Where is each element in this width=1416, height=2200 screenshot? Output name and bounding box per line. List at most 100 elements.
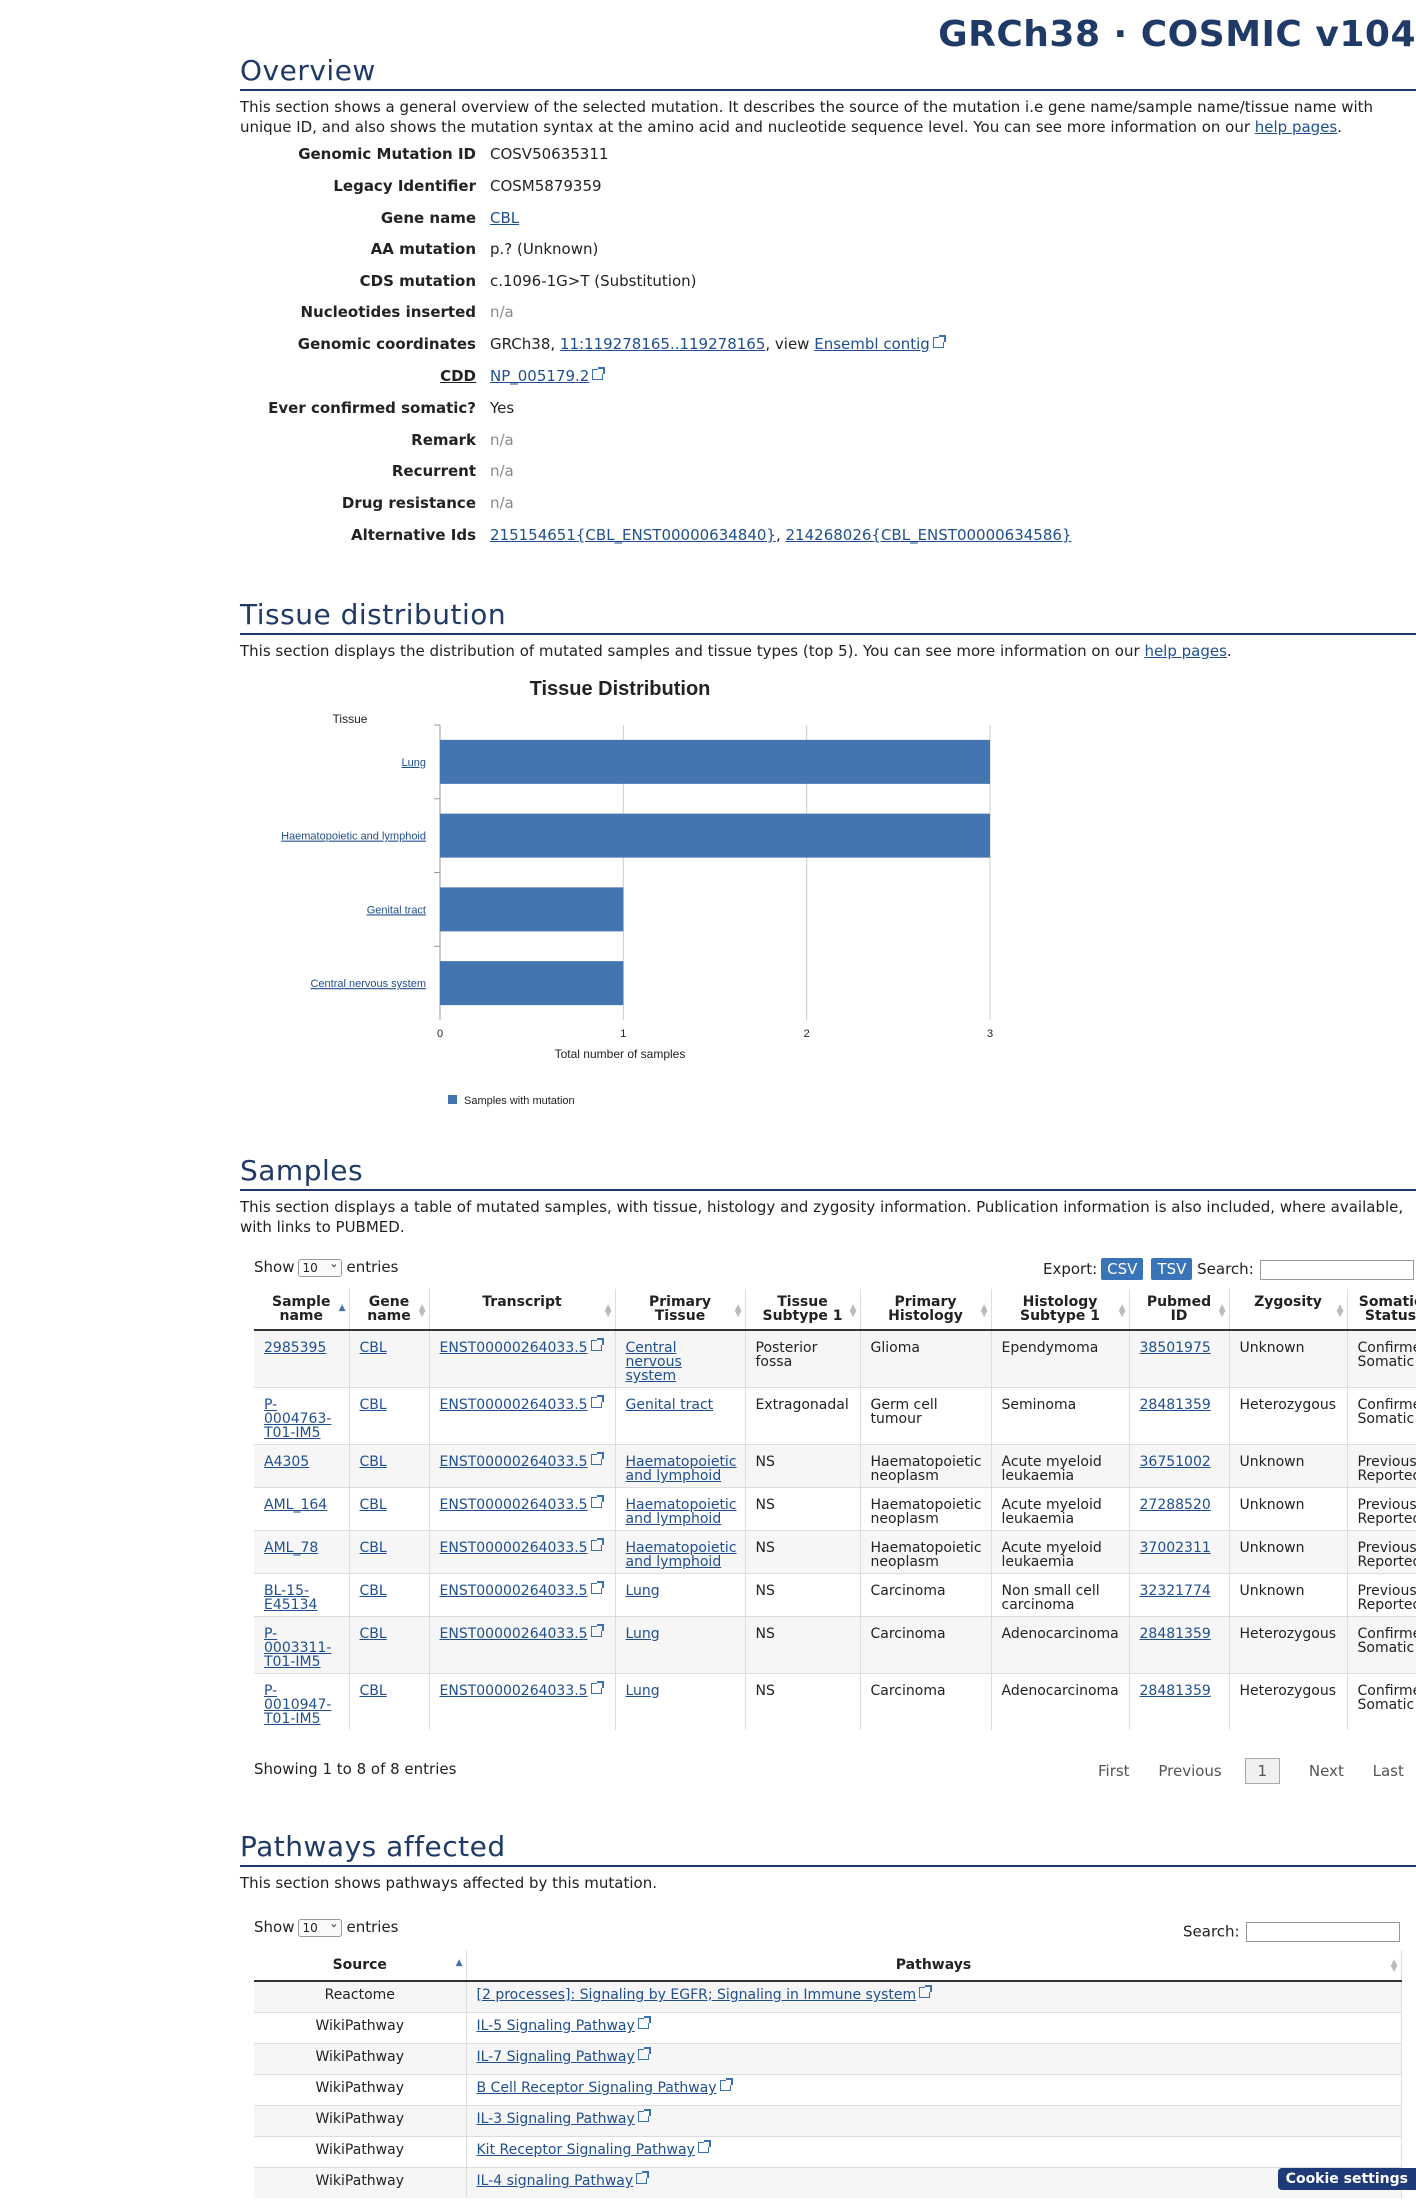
alt-id-link-1[interactable]: 215154651{CBL_ENST00000634840} [490,526,776,544]
gene-link[interactable]: CBL [359,1583,387,1599]
coords-link[interactable]: 11:119278165..119278165 [559,335,766,353]
export-tsv-button[interactable]: TSV [1151,1258,1193,1280]
pathways-section: Pathways affected This section shows pat… [240,1830,1416,1893]
cell-text: Heterozygous [1239,1397,1337,1413]
samples-col-header[interactable]: Gene name ▲ ▼ [349,1289,430,1331]
samples-col-header[interactable]: Primary Histology ▲ ▼ [860,1289,992,1331]
alt-id-separator: , [775,526,786,544]
tissue-link[interactable]: Haematopoietic and lymphoid [625,1497,737,1527]
pubmed-link[interactable]: 37002311 [1139,1540,1211,1556]
help-pages-link[interactable]: help pages [1144,642,1227,660]
tissue-link[interactable]: Lung [625,1683,660,1699]
sample-link[interactable]: AML_164 [264,1497,328,1513]
pager-page-1[interactable]: 1 [1244,1758,1281,1784]
sample-link[interactable]: P-0010947-T01-IM5 [264,1683,332,1727]
samples-length-select[interactable]: 10 [298,1256,343,1277]
cell-text: Seminoma [1001,1397,1077,1413]
pubmed-link[interactable]: 32321774 [1139,1583,1211,1599]
pathways-search-input[interactable] [1245,1922,1400,1942]
sample-link[interactable]: P-0003311-T01-IM5 [264,1626,332,1670]
ensembl-contig-link[interactable]: Ensembl contig [814,335,930,353]
sample-link[interactable]: P-0004763-T01-IM5 [264,1397,332,1441]
sample-link[interactable]: A4305 [264,1454,310,1470]
transcript-link[interactable]: ENST00000264033.5 [439,1626,588,1642]
pager-next[interactable]: Next [1308,1762,1344,1780]
table-cell: Previously Reported [1347,1573,1416,1617]
cdd-link[interactable]: NP_005179.2 [490,367,590,385]
pathways-length-select[interactable]: 10 [298,1916,343,1937]
tissue-link[interactable]: Haematopoietic and lymphoid [625,1454,737,1484]
alt-id-link-2[interactable]: 214268026{CBL_ENST00000634586} [785,526,1072,544]
gene-link[interactable]: CBL [359,1497,387,1513]
external-link-icon [590,1338,604,1351]
export-csv-button[interactable]: CSV [1101,1258,1144,1280]
samples-length-control: Show10entries [254,1256,398,1277]
transcript-link[interactable]: ENST00000264033.5 [439,1583,588,1599]
sort-arrows-icon: ▲ ▼ [604,1303,612,1319]
tissue-category-link[interactable]: Genital tract [367,904,426,916]
tissue-link[interactable]: Genital tract [625,1397,714,1413]
pager-last[interactable]: Last [1372,1762,1404,1780]
transcript-link[interactable]: ENST00000264033.5 [439,1497,588,1513]
pubmed-link[interactable]: 28481359 [1139,1626,1211,1642]
transcript-link[interactable]: ENST00000264033.5 [439,1340,588,1356]
gene-link[interactable]: CBL [359,1454,387,1470]
samples-search-input[interactable] [1259,1259,1414,1280]
samples-col-header[interactable]: Tissue Subtype 1 ▲ ▼ [745,1289,861,1331]
pubmed-link[interactable]: 28481359 [1139,1397,1211,1413]
tissue-category-link[interactable]: Haematopoietic and lymphoid [281,831,426,843]
tissue-link[interactable]: Haematopoietic and lymphoid [625,1540,737,1570]
tissue-link[interactable]: Lung [625,1583,660,1599]
pubmed-link[interactable]: 28481359 [1139,1683,1211,1699]
samples-col-header[interactable]: Somatic Status▲▼ [1347,1289,1416,1331]
pathway-link[interactable]: IL-4 signaling Pathway [476,2173,634,2189]
sample-link[interactable]: BL-15-E45134 [264,1583,318,1613]
pubmed-link[interactable]: 27288520 [1139,1497,1211,1513]
sample-link[interactable]: AML_78 [264,1540,319,1556]
gene-link[interactable]: CBL [359,1540,387,1556]
label-gene: Gene name [380,209,476,227]
sort-arrows-icon: ▲ ▼ [1218,1303,1226,1319]
gene-link[interactable]: CBL [359,1626,387,1642]
samples-col-header[interactable]: Histology Subtype 1 ▲ ▼ [991,1289,1130,1331]
samples-col-header[interactable]: Transcript ▲ ▼ [429,1289,616,1331]
pubmed-link[interactable]: 38501975 [1139,1340,1211,1356]
pager-first[interactable]: First [1098,1762,1130,1780]
pathways-col-header[interactable]: Pathways ▲ ▼ [466,1950,1402,1982]
transcript-link[interactable]: ENST00000264033.5 [439,1683,588,1699]
pathway-link[interactable]: B Cell Receptor Signaling Pathway [476,2080,717,2096]
external-link-icon [932,335,946,348]
samples-col-header[interactable]: Primary Tissue ▲ ▼ [615,1289,746,1331]
help-pages-link[interactable]: help pages [1254,118,1338,136]
pathways-col-header[interactable]: Source ▲ [254,1950,467,1982]
tissue-category-link[interactable]: Lung [402,757,426,769]
sample-link[interactable]: 2985395 [264,1340,327,1356]
pager-previous[interactable]: Previous [1158,1762,1222,1780]
overview-desc-suffix: . [1337,118,1343,136]
pathway-link[interactable]: [2 processes]: Signaling by EGFR; Signal… [476,1987,917,2003]
gene-link[interactable]: CBL [490,209,520,227]
samples-col-header[interactable]: Zygosity ▲ ▼ [1229,1289,1348,1331]
pathway-link[interactable]: IL-7 Signaling Pathway [476,2049,635,2065]
gene-link[interactable]: CBL [359,1397,387,1413]
samples-col-header[interactable]: Sample name ▲ [254,1289,350,1331]
cookie-settings-button[interactable]: Cookie settings [1277,2168,1416,2190]
transcript-link[interactable]: ENST00000264033.5 [439,1540,588,1556]
pathway-link[interactable]: IL-3 Signaling Pathway [476,2111,635,2127]
pathway-link[interactable]: Kit Receptor Signaling Pathway [476,2142,695,2158]
pubmed-link[interactable]: 36751002 [1139,1454,1211,1470]
gene-link[interactable]: CBL [359,1340,387,1356]
column-label: Primary Tissue [648,1294,712,1324]
pathway-cell: [2 processes]: Signaling by EGFR; Signal… [466,1980,1402,2013]
transcript-link[interactable]: ENST00000264033.5 [439,1397,588,1413]
pathway-link[interactable]: IL-5 Signaling Pathway [476,2018,635,2034]
samples-col-header[interactable]: Pubmed ID ▲ ▼ [1129,1289,1230,1331]
gene-link[interactable]: CBL [359,1683,387,1699]
tissue-link[interactable]: Central nervous system [625,1340,682,1384]
table-cell: Haematopoietic and lymphoid [615,1444,746,1488]
transcript-link[interactable]: ENST00000264033.5 [439,1454,588,1470]
tissue-category-link[interactable]: Central nervous system [310,978,426,990]
cell-text: Previously Reported [1357,1583,1416,1613]
cell-text: Confirmed Somatic [1357,1626,1416,1656]
tissue-link[interactable]: Lung [625,1626,660,1642]
